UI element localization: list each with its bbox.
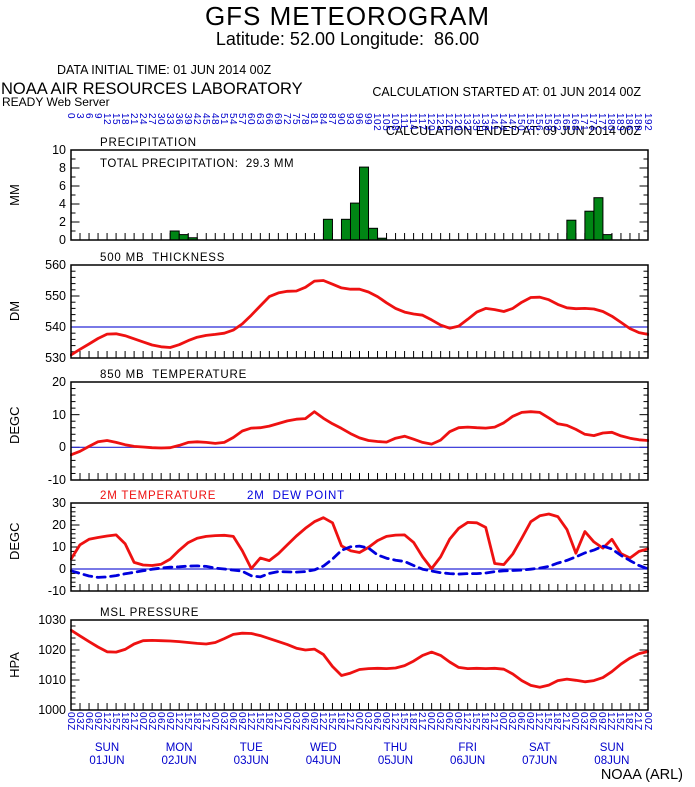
y-axis-tick-label: 1000 — [38, 703, 66, 717]
chart-thickness-plot — [70, 264, 649, 359]
day-date: 02JUN — [161, 755, 197, 767]
day-name: TUE — [239, 742, 263, 754]
y-axis-tick-label: 2 — [59, 215, 66, 229]
series-msl-pressure — [70, 628, 649, 689]
chart-mslp-plot — [70, 619, 649, 711]
chart-t850-plot — [70, 381, 649, 481]
day-label: MON 02JUN — [142, 742, 216, 768]
day-name: FRI — [458, 742, 477, 754]
day-name: SUN — [94, 742, 120, 754]
day-name: MON — [165, 742, 193, 754]
chart-precip-plot — [70, 149, 649, 241]
y-axis-tick-label: 20 — [52, 518, 66, 532]
y-axis-tick-label: 10 — [52, 143, 66, 157]
t2m-unit-label: DEGC — [7, 522, 22, 560]
day-label: FRI 06JUN — [431, 742, 505, 768]
series-500mb-thickness — [70, 279, 649, 357]
day-name: THU — [383, 742, 408, 754]
lat-lon-subtitle: Latitude: 52.00 Longitude: 86.00 — [215, 29, 480, 49]
y-axis-tick-label: 8 — [59, 161, 66, 175]
y-axis-tick-label: 0 — [59, 440, 66, 455]
y-axis-tick-label: -10 — [47, 584, 66, 598]
page-title: GFS METEOROGRAM — [204, 1, 491, 31]
top-hour-label: 192 — [641, 113, 653, 132]
day-date: 01JUN — [89, 755, 125, 767]
t2m-dew-point-title: 2M DEW POINT — [247, 490, 345, 502]
noaa-arl-credit-link[interactable]: NOAA (ARL) — [600, 767, 683, 783]
series-2m-dew-point — [70, 544, 649, 579]
mslp-unit-label: HPA — [7, 652, 22, 678]
day-date: 05JUN — [377, 755, 414, 767]
day-date: 06JUN — [450, 755, 486, 767]
thickness-unit-label: DM — [7, 300, 22, 322]
day-name: SAT — [528, 742, 551, 754]
series-2m-temperature — [70, 512, 649, 570]
y-axis-tick-label: 1020 — [38, 643, 66, 657]
organization-name: NOAA AIR RESOURCES LABORATORY — [1, 80, 303, 98]
t850-unit-label: DEGC — [7, 406, 22, 444]
data-initial-time: DATA INITIAL TIME: 01 JUN 2014 00Z — [57, 63, 272, 77]
precip-unit-label: MM — [7, 184, 22, 206]
y-axis-tick-label: 0 — [59, 233, 66, 247]
y-axis-tick-label: 30 — [52, 496, 66, 510]
y-axis-tick-label: 540 — [45, 320, 66, 334]
calculation-started: CALCULATION STARTED AT: 01 JUN 2014 00Z — [372, 85, 641, 99]
y-axis-tick-label: 550 — [45, 289, 66, 303]
chart-t2m-plot — [70, 502, 649, 592]
total-precip-annotation: TOTAL PRECIPITATION: 29.3 MM — [100, 158, 295, 170]
t850-chart-title: 850 MB TEMPERATURE — [100, 369, 248, 381]
series-850mb-temperature — [70, 410, 649, 457]
day-label: WED 04JUN — [286, 742, 360, 768]
y-axis-tick-label: 20 — [52, 375, 66, 389]
y-axis-tick-label: 0 — [59, 562, 66, 576]
day-date: 08JUN — [594, 755, 630, 767]
y-axis-tick-label: 10 — [52, 540, 66, 554]
y-axis-tick-label: 530 — [45, 351, 66, 365]
day-label: SUN 01JUN — [70, 742, 144, 768]
day-name: WED — [309, 742, 337, 754]
day-name: SUN — [599, 742, 625, 754]
day-date: 03JUN — [233, 755, 269, 767]
y-axis-tick-label: 10 — [52, 407, 66, 422]
t2m-temperature-title: 2M TEMPERATURE — [100, 490, 217, 502]
y-axis-tick-label: 560 — [45, 258, 66, 272]
day-label: SUN 08JUN — [575, 742, 649, 768]
y-axis-tick-label: 4 — [59, 197, 66, 211]
day-label: THU 05JUN — [359, 742, 433, 768]
day-date: 04JUN — [305, 755, 341, 767]
precip-chart-title: PRECIPITATION — [100, 137, 197, 149]
day-date: 07JUN — [522, 755, 558, 767]
y-axis-tick-label: 1030 — [38, 613, 66, 627]
y-axis-tick-label: 6 — [59, 179, 66, 193]
mslp-chart-title: MSL PRESSURE — [100, 607, 200, 619]
calculation-ended: CALCULATION ENDED AT: 09 JUN 2014 00Z — [385, 124, 641, 138]
calculation-times: CALCULATION STARTED AT: 01 JUN 2014 00Z … — [372, 60, 641, 164]
y-axis-tick-label: -10 — [47, 473, 66, 487]
thickness-chart-title: 500 MB THICKNESS — [100, 252, 226, 264]
bottom-hour-label: 00Z — [641, 712, 653, 731]
server-name: READY Web Server — [2, 95, 110, 109]
day-label: SAT 07JUN — [503, 742, 577, 768]
y-axis-tick-label: 1010 — [38, 673, 66, 687]
day-label: TUE 03JUN — [214, 742, 288, 768]
